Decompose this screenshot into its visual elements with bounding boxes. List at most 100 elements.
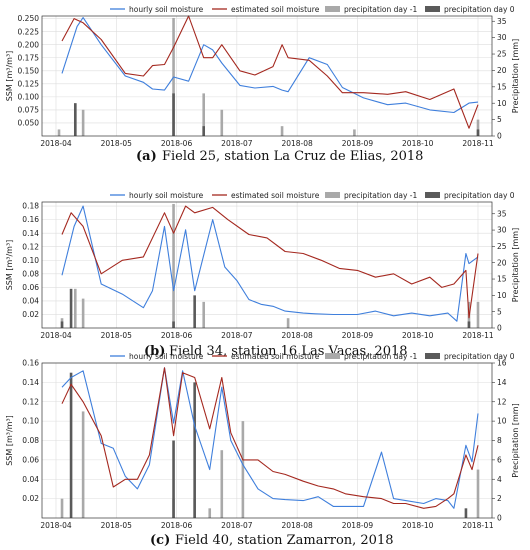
y-tick-label: 0.12	[22, 242, 39, 251]
x-tick-label: 2018-10	[402, 521, 434, 530]
plot-frame	[41, 362, 493, 519]
precip-0-bar	[172, 321, 175, 328]
precip-0-bar	[73, 103, 77, 136]
y2-tick-label: 4	[497, 475, 502, 484]
precip-prev-bar	[81, 411, 85, 518]
y-tick-label: 0.175	[18, 53, 40, 62]
legend-label-estimated: estimated soil moisture	[231, 5, 320, 14]
x-tick-label: 2018-07	[221, 139, 253, 148]
y-tick-label: 0.02	[22, 494, 39, 503]
caption-text-c: Field 40, station Zamarron, 2018	[175, 533, 394, 548]
y2-tick-label: 16	[497, 359, 507, 368]
x-tick-label: 2018-09	[342, 331, 374, 340]
legend-swatch-precip-0	[425, 6, 440, 12]
y2-tick-label: 10	[497, 417, 507, 426]
y-tick-label: 0.050	[18, 119, 40, 128]
estimated-soil-moisture-line	[61, 205, 479, 319]
y2-tick-label: 5	[497, 115, 502, 124]
precip-0-bar	[467, 321, 471, 328]
precip-prev-bar	[476, 119, 480, 136]
precip-0-bar	[202, 126, 205, 136]
legend-label-precip-0: precipitation day 0	[444, 191, 515, 200]
y2-tick-label: 25	[497, 50, 507, 59]
precip-prev-bar	[476, 301, 480, 328]
y-tick-label: 0.18	[22, 202, 39, 211]
precip-prev-bar	[286, 318, 290, 328]
precip-0-bar	[69, 372, 73, 518]
y2-tick-label: 10	[497, 99, 507, 108]
y2-tick-label: 0	[497, 514, 502, 523]
legend-swatch-precip-prev	[325, 192, 340, 198]
y2-tick-label: 0	[497, 324, 502, 333]
hourly-soil-moisture-line	[61, 17, 479, 114]
legend-label-estimated: estimated soil moisture	[231, 352, 320, 361]
precip-0-bar	[69, 288, 73, 328]
caption-label-c: (c)	[150, 533, 170, 548]
y2-tick-label: 35	[497, 17, 507, 26]
y-tick-label: 0.04	[22, 475, 39, 484]
precip-prev-bar	[220, 109, 224, 136]
y2-tick-label: 30	[497, 226, 507, 235]
y2-tick-label: 35	[497, 209, 507, 218]
precip-prev-bar	[202, 301, 205, 328]
y2-tick-label: 20	[497, 258, 507, 267]
legend-label-precip-0: precipitation day 0	[444, 5, 515, 14]
y-tick-label: 0.075	[18, 106, 40, 115]
precip-0-bar	[193, 295, 196, 328]
y-tick-label: 0.125	[18, 79, 40, 88]
y2-tick-label: 25	[497, 242, 507, 251]
legend-swatch-precip-prev	[325, 353, 340, 359]
precip-prev-bar	[208, 508, 212, 518]
y-tick-label: 0.12	[22, 397, 39, 406]
y-tick-label: 0.14	[22, 229, 39, 238]
y-tick-label: 0.100	[18, 92, 40, 101]
y-tick-label: 0.06	[22, 455, 39, 464]
legend-label-estimated: estimated soil moisture	[231, 191, 320, 200]
precip-prev-bar	[73, 288, 77, 328]
x-tick-label: 2018-08	[281, 331, 313, 340]
precip-prev-bar	[60, 498, 64, 518]
x-tick-label: 2018-04	[40, 521, 72, 530]
y2-tick-label: 0	[497, 132, 502, 141]
y-tick-label: 0.08	[22, 269, 39, 278]
legend-label-precip-prev: precipitation day -1	[344, 5, 418, 14]
legend-label-precip-0: precipitation day 0	[444, 352, 515, 361]
y-tick-label: 0.16	[22, 215, 39, 224]
y2-tick-label: 20	[497, 66, 507, 75]
precip-0-bar	[193, 382, 196, 518]
y-tick-label: 0.06	[22, 283, 39, 292]
y-tick-label: 0.225	[18, 27, 40, 36]
hourly-soil-moisture-line	[61, 367, 479, 509]
panel-c: hourly soil moisture estimated soil mois…	[5, 352, 520, 548]
precip-prev-bar	[172, 203, 175, 328]
precip-0-bar	[464, 508, 468, 518]
x-tick-label: 2018-11	[462, 331, 494, 340]
precip-prev-bar	[202, 93, 205, 136]
precip-0-bar	[172, 440, 175, 518]
y2-tick-label: 30	[497, 33, 507, 42]
y-tick-label: 0.04	[22, 297, 39, 306]
x-tick-label: 2018-04	[40, 139, 72, 148]
x-tick-label: 2018-04	[40, 331, 72, 340]
estimated-soil-moisture-line	[61, 367, 479, 509]
y-axis-label: SSM [m³/m³]	[5, 240, 14, 291]
estimated-soil-moisture-line	[61, 15, 479, 129]
x-tick-label: 2018-11	[462, 521, 494, 530]
y-tick-label: 0.150	[18, 66, 40, 75]
legend-a: hourly soil moisture estimated soil mois…	[110, 5, 515, 14]
legend-label-hourly: hourly soil moisture	[129, 352, 204, 361]
precip-prev-bar	[353, 129, 356, 136]
y2-axis-label: Precipitation [mm]	[511, 228, 520, 302]
x-tick-label: 2018-05	[101, 331, 133, 340]
x-tick-label: 2018-07	[221, 521, 253, 530]
legend-swatch-precip-0	[425, 192, 440, 198]
x-tick-label: 2018-11	[462, 139, 494, 148]
precip-prev-bar	[476, 469, 480, 518]
x-tick-label: 2018-08	[281, 139, 313, 148]
legend-c: hourly soil moisture estimated soil mois…	[110, 352, 515, 361]
y-tick-label: 0.250	[18, 14, 40, 23]
precip-prev-bar	[81, 298, 85, 328]
panel-b: hourly soil moisture estimated soil mois…	[5, 191, 520, 359]
caption-text-b: Field 34, station 16 Las Vacas, 2018	[169, 344, 408, 359]
